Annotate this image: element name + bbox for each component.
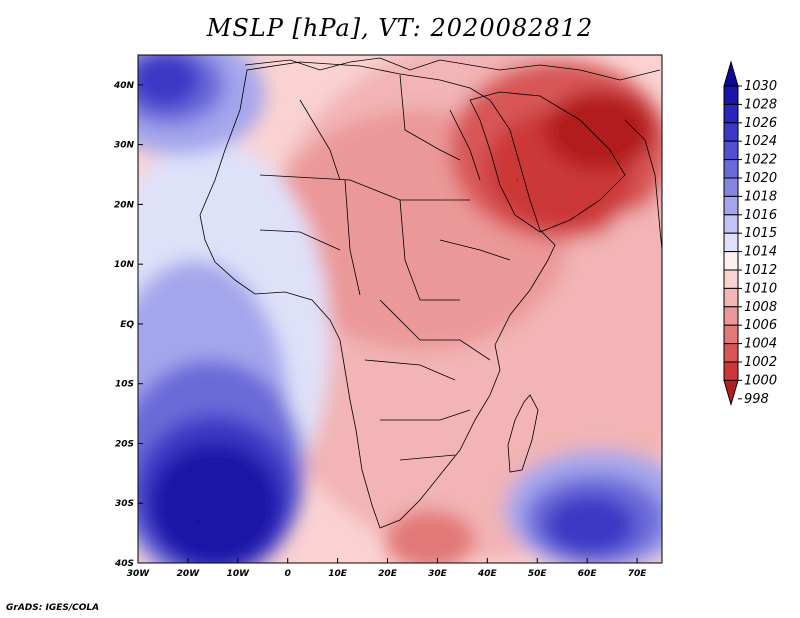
colorbar-label: 1012 [744,263,777,278]
lon-tick-label: 20W [177,569,201,579]
south-atlantic-high-center [196,520,199,523]
colorbar-label: 1010 [744,281,777,296]
colorbar-label: 998 [744,392,769,407]
colorbar-swatch [723,140,739,161]
colorbar-swatch [723,251,739,271]
colorbar-label: 1014 [744,245,777,260]
lon-tick-label: 10W [227,569,251,579]
colorbar: 1030 1028 1026 1024 1022 1020 1018 1016 1015 1014… [723,60,777,407]
lat-tick-label: 40S [114,559,134,569]
iran-heat-low-center [586,131,589,134]
lat-tick-label: EQ [120,320,134,330]
colorbar-swatch [723,324,739,345]
map-frame [137,54,663,564]
lat-tick-label: 10S [115,380,134,390]
colorbar-swatch [723,287,739,308]
colorbar-swatch [723,306,739,326]
grads-credit: GrADS: IGES/COLA [6,603,100,613]
lon-tick-label: 60E [578,569,598,579]
coastlines-and-borders [199,57,662,529]
colorbar-label: 1008 [744,300,777,315]
lon-tick-label: 0 [285,569,291,579]
lat-tick-label: 30N [114,141,135,151]
colorbar-swatch [723,361,739,381]
pressure-field [138,55,662,563]
lon-tick-label: 50E [528,569,548,579]
colorbar-label: 1026 [744,116,777,131]
lat-tick-label: 10N [114,260,135,270]
colorbar-label: 1022 [744,153,777,168]
colorbar-label: 1028 [744,97,777,112]
lon-tick-label: 20E [378,569,398,579]
lon-tick-label: 70E [628,569,648,579]
map-title: MSLP [hPa], VT: 2020082812 [206,14,594,42]
lon-tick-label: 40E [477,569,498,579]
colorbar-swatch [723,232,739,253]
indian-ocean-high-center [586,520,589,523]
lat-tick-label: 20N [114,200,135,210]
lat-tick-label: 40N [113,81,135,91]
colorbar-swatch [723,269,739,289]
colorbar-label: 1002 [744,355,777,370]
colorbar-label: 1030 [744,79,777,94]
colorbar-label: 1016 [744,208,777,223]
colorbar-upper-arrow [723,60,739,87]
colorbar-label: 1015 [744,226,777,241]
colorbar-label: 1020 [744,171,777,186]
colorbar-swatch [723,214,739,234]
lat-tick-label: 30S [115,499,134,509]
colorbar-label: 1024 [744,134,777,149]
map-axes: 30W 20W 10W 0 10E 20E 30E 40E 50E 60E 70E 40N 30N 20N… [113,81,647,579]
colorbar-lower-arrow [723,379,739,407]
colorbar-swatch [723,103,739,124]
colorbar-label: 1006 [744,318,777,333]
lat-tick-label: 20S [115,439,134,449]
colorbar-swatch [723,122,739,142]
arabian-heat-low-center [516,179,519,182]
colorbar-label: 1004 [744,337,777,352]
colorbar-swatch [723,85,739,105]
lon-tick-label: 30E [428,569,448,579]
lon-tick-label: 30W [127,569,151,579]
colorbar-swatch [723,159,739,179]
colorbar-label: 1000 [744,373,777,388]
colorbar-swatch [723,177,739,197]
lon-tick-label: 10E [328,569,348,579]
colorbar-swatch [723,195,739,216]
north-atlantic-high-center [161,83,164,86]
colorbar-swatch [723,343,739,363]
colorbar-label: 1018 [744,189,777,204]
